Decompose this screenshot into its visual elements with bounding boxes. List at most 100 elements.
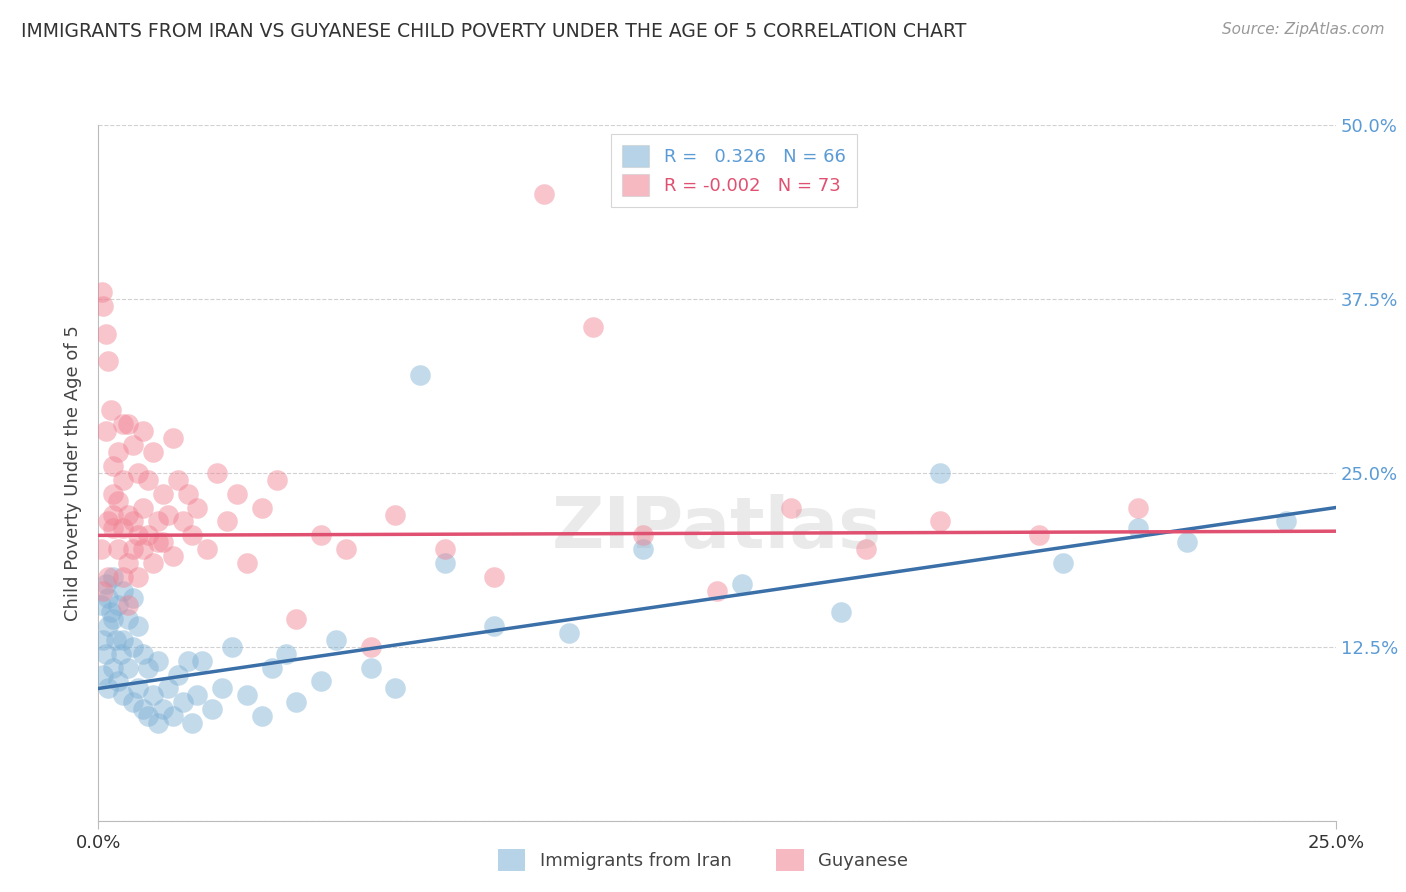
Legend: R =   0.326   N = 66, R = -0.002   N = 73: R = 0.326 N = 66, R = -0.002 N = 73 — [612, 134, 856, 207]
Point — [360, 660, 382, 674]
Text: ZIPatlas: ZIPatlas — [553, 493, 882, 563]
Point — [384, 508, 406, 522]
Point — [162, 549, 184, 564]
Point — [112, 417, 135, 431]
Point — [557, 625, 579, 640]
Point — [325, 632, 347, 647]
Point — [582, 319, 605, 334]
Point — [112, 584, 135, 599]
Point — [97, 619, 120, 633]
Point — [117, 612, 139, 626]
Point — [93, 584, 115, 599]
Point — [91, 285, 114, 299]
Point — [1175, 535, 1198, 549]
Point — [335, 542, 357, 557]
Point — [266, 473, 288, 487]
Point — [433, 542, 456, 557]
Point — [132, 542, 155, 557]
Point — [107, 493, 129, 508]
Point — [152, 486, 174, 500]
Point — [103, 458, 125, 473]
Point — [94, 577, 117, 591]
Point — [97, 681, 120, 696]
Point — [195, 542, 218, 557]
Point — [176, 486, 198, 500]
Point — [132, 702, 155, 716]
Point — [142, 445, 165, 459]
Point — [162, 709, 184, 723]
Point — [226, 486, 249, 500]
Point — [127, 466, 149, 480]
Point — [132, 647, 155, 661]
Point — [186, 689, 208, 703]
Point — [117, 598, 139, 612]
Point — [103, 508, 125, 522]
Y-axis label: Child Poverty Under the Age of 5: Child Poverty Under the Age of 5 — [65, 325, 83, 621]
Point — [93, 667, 115, 681]
Point — [221, 640, 243, 654]
Point — [433, 556, 456, 570]
Point — [1028, 528, 1050, 542]
Point — [112, 473, 135, 487]
Point — [146, 535, 169, 549]
Point — [107, 598, 129, 612]
Point — [90, 542, 112, 557]
Point — [928, 515, 950, 529]
Point — [132, 500, 155, 515]
Point — [186, 500, 208, 515]
Point — [181, 716, 204, 731]
Point — [285, 695, 308, 709]
Point — [1126, 521, 1149, 535]
Point — [117, 508, 139, 522]
Point — [103, 486, 125, 500]
Point — [172, 695, 194, 709]
Point — [285, 612, 308, 626]
Point — [142, 689, 165, 703]
Point — [122, 438, 145, 452]
Point — [181, 528, 204, 542]
Point — [152, 702, 174, 716]
Point — [205, 466, 228, 480]
Point — [107, 542, 129, 557]
Point — [191, 654, 214, 668]
Point — [93, 299, 115, 313]
Point — [132, 424, 155, 438]
Point — [146, 515, 169, 529]
Point — [112, 521, 135, 535]
Point — [533, 187, 555, 202]
Point — [94, 424, 117, 438]
Point — [127, 681, 149, 696]
Point — [103, 521, 125, 535]
Point — [136, 528, 159, 542]
Point — [94, 326, 117, 341]
Point — [830, 605, 852, 619]
Point — [117, 556, 139, 570]
Point — [146, 654, 169, 668]
Point — [103, 660, 125, 674]
Point — [260, 660, 283, 674]
Point — [136, 660, 159, 674]
Point — [110, 647, 132, 661]
Point — [90, 598, 112, 612]
Point — [409, 368, 432, 383]
Point — [201, 702, 224, 716]
Point — [127, 619, 149, 633]
Point — [122, 591, 145, 605]
Point — [127, 528, 149, 542]
Point — [250, 709, 273, 723]
Point — [97, 591, 120, 605]
Point — [1275, 515, 1298, 529]
Point — [103, 570, 125, 584]
Point — [156, 681, 179, 696]
Text: IMMIGRANTS FROM IRAN VS GUYANESE CHILD POVERTY UNDER THE AGE OF 5 CORRELATION CH: IMMIGRANTS FROM IRAN VS GUYANESE CHILD P… — [21, 22, 966, 41]
Point — [1052, 556, 1074, 570]
Point — [928, 466, 950, 480]
Point — [146, 716, 169, 731]
Point — [276, 647, 298, 661]
Point — [156, 508, 179, 522]
Point — [112, 689, 135, 703]
Point — [631, 542, 654, 557]
Point — [117, 417, 139, 431]
Point — [211, 681, 233, 696]
Point — [112, 632, 135, 647]
